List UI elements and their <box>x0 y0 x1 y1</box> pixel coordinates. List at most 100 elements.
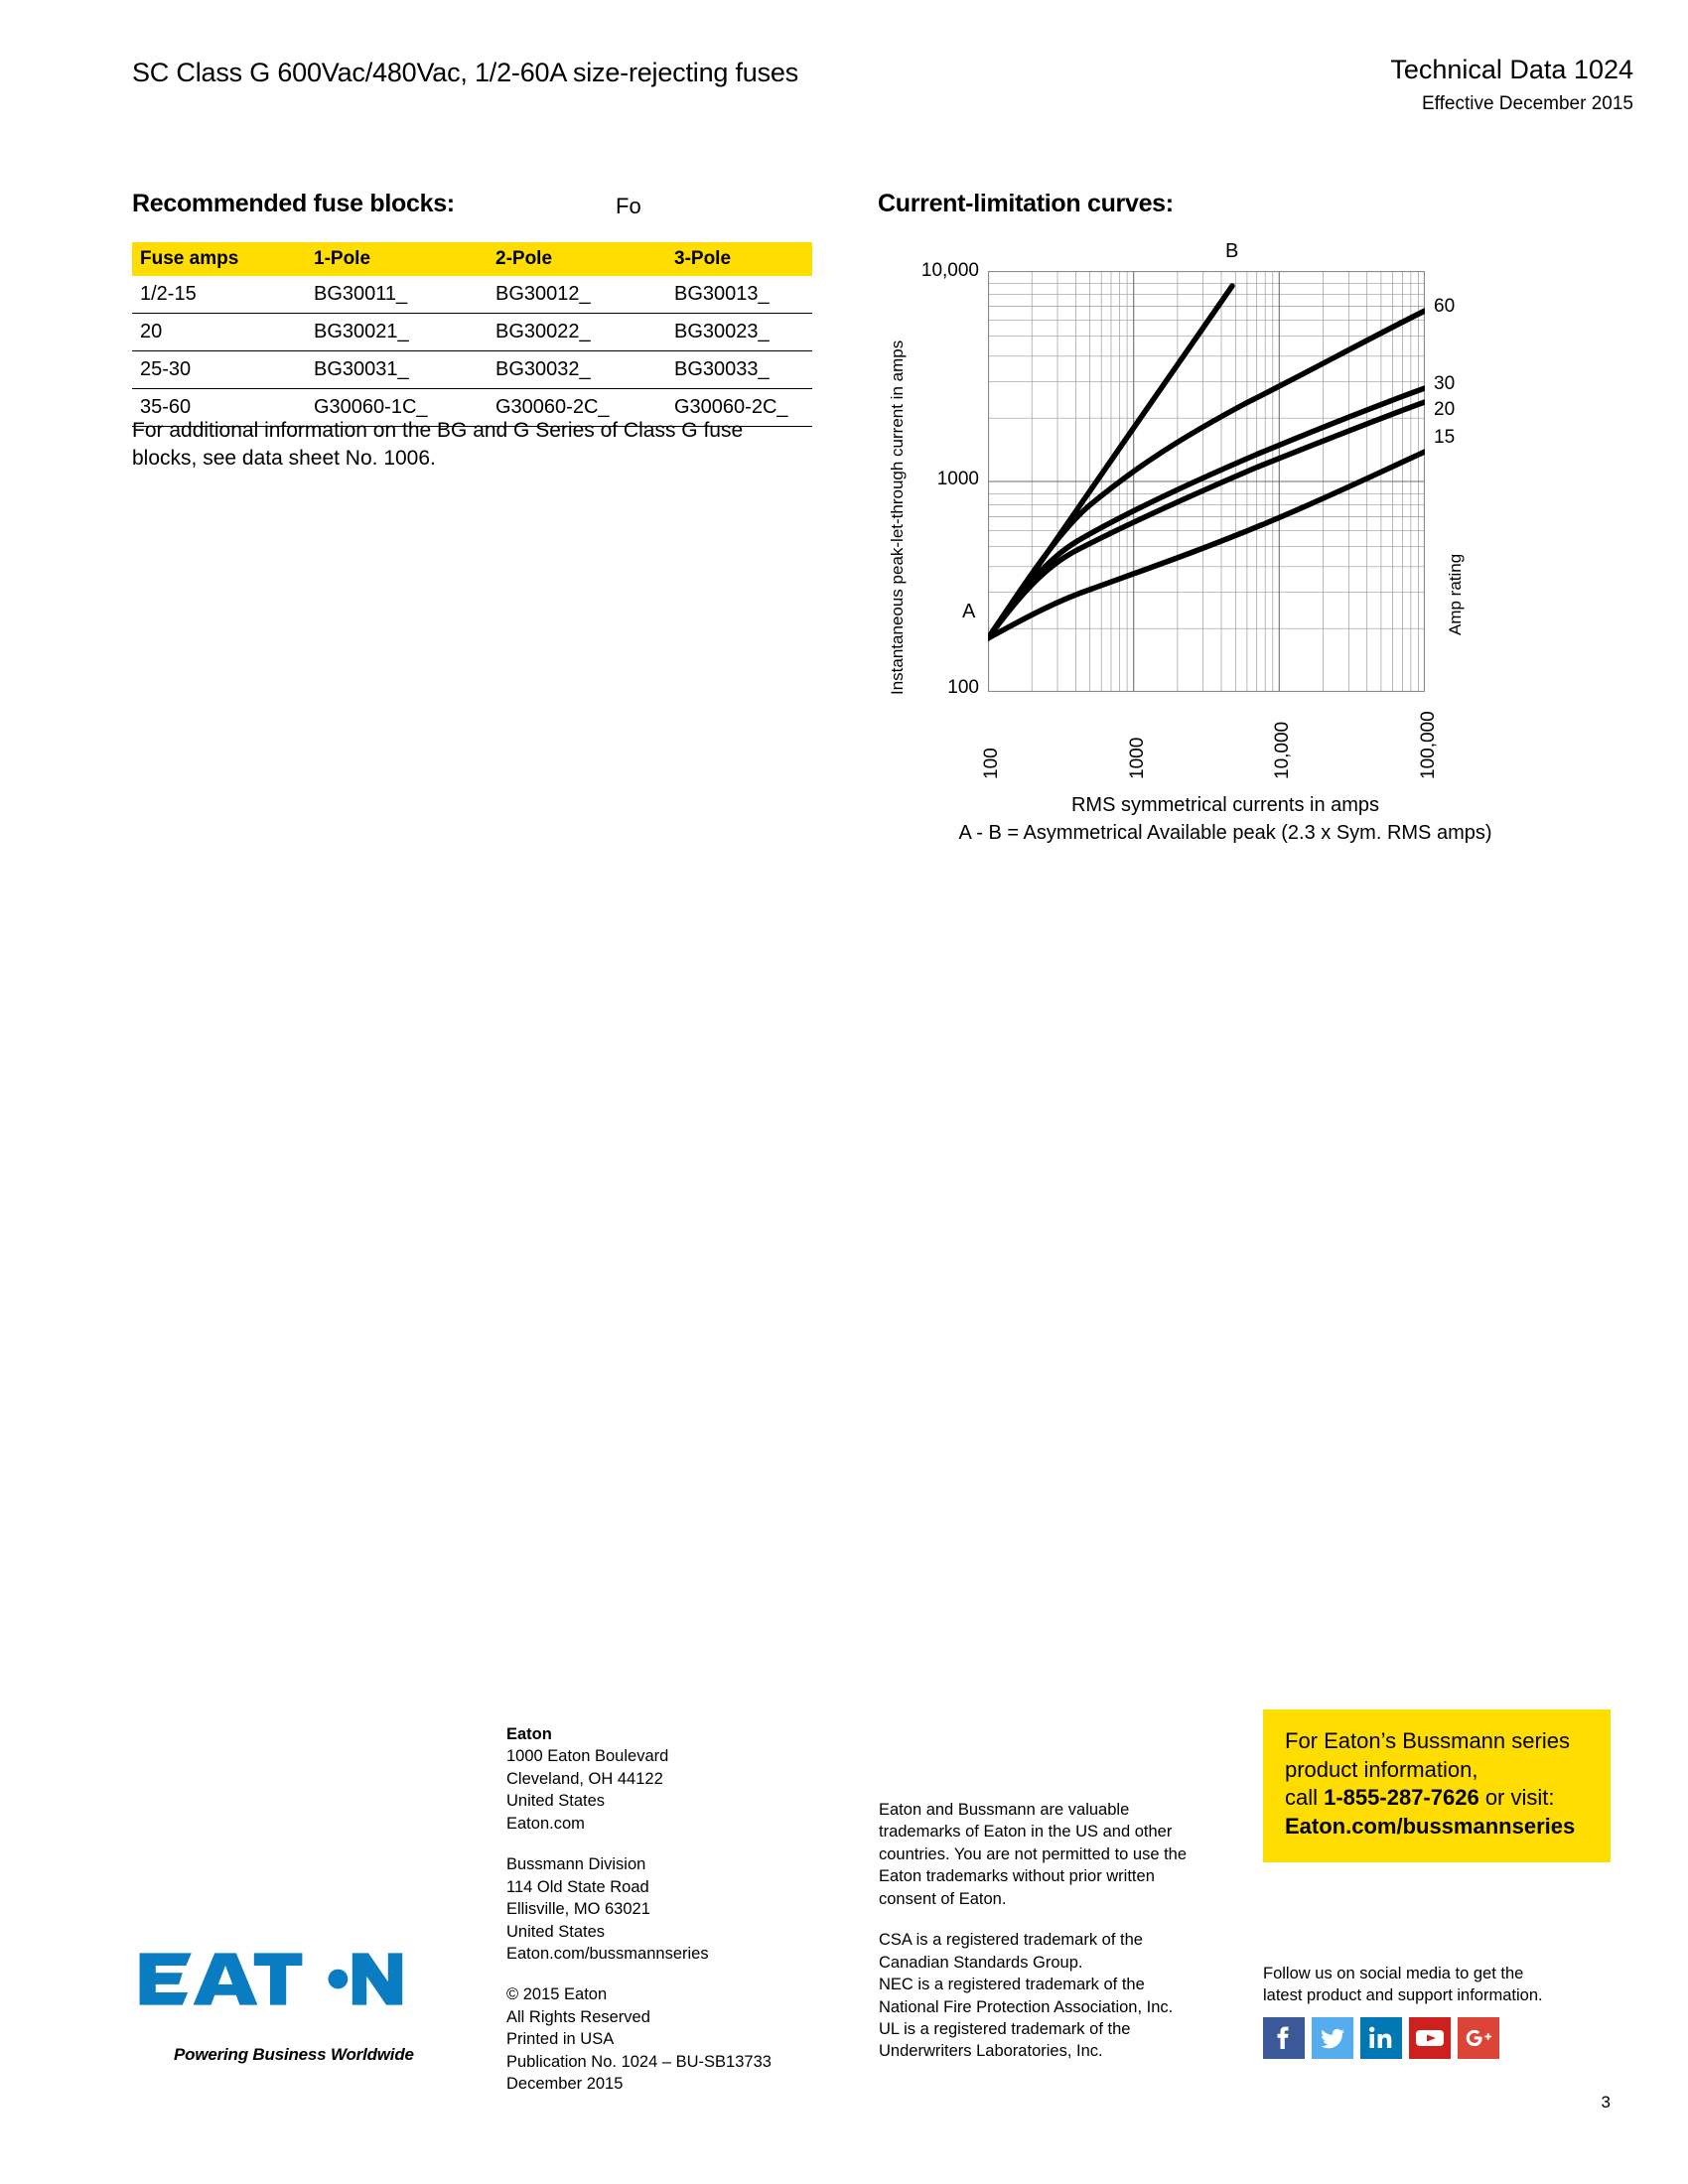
copyright-line: © 2015 Eaton <box>506 1985 608 2004</box>
trademark-line: Canadian Standards Group. <box>879 1953 1083 1972</box>
address-company: Eaton <box>506 1725 552 1743</box>
recommended-fuse-blocks-table: Fuse amps 1-Pole 2-Pole 3-Pole 1/2-15 BG… <box>132 242 812 427</box>
cell-1-pole: BG30011_ <box>306 276 488 314</box>
cell-fuse-amps: 20 <box>132 313 306 351</box>
page-number: 3 <box>1601 2093 1611 2112</box>
amp-rating-label-60: 60 <box>1434 296 1456 317</box>
eaton-logo <box>136 1948 404 2015</box>
cell-fuse-amps: 25-30 <box>132 350 306 389</box>
x-tick-10000: 10,000 <box>1272 721 1293 779</box>
promo-phone-number[interactable]: 1-855-287-7626 <box>1324 1785 1479 1811</box>
address-website[interactable]: Eaton.com/bussmannseries <box>506 1944 709 1963</box>
trademark-line: National Fire Protection Association, In… <box>879 1997 1174 2016</box>
fo-note: Fo <box>616 194 641 218</box>
curve-amp-60 <box>988 308 1425 641</box>
table-row: 20 BG30021_ BG30022_ BG30023_ <box>132 313 812 351</box>
cell-2-pole: BG30022_ <box>488 313 666 351</box>
table-row: 1/2-15 BG30011_ BG30012_ BG30013_ <box>132 276 812 314</box>
promo-box: For Eaton’s Bussmann series product info… <box>1263 1709 1611 1863</box>
column-header-1-pole: 1-Pole <box>306 242 488 276</box>
chart-caption-x-axis: RMS symmetrical currents in amps <box>1070 794 1380 816</box>
curve-amp-30 <box>988 385 1425 641</box>
publication-line: Publication No. 1024 – BU-SB13733 <box>506 2052 772 2071</box>
social-text-line-2: latest product and support information. <box>1263 1986 1543 2005</box>
column-header-fuse-amps: Fuse amps <box>132 242 306 276</box>
cell-3-pole: BG30013_ <box>666 276 812 314</box>
chart-point-label-A: A <box>962 601 976 622</box>
promo-call-suffix: or visit: <box>1478 1785 1555 1811</box>
section-title-current-limitation: Current-limitation curves: <box>878 190 1174 217</box>
amp-rating-label-30: 30 <box>1434 373 1456 394</box>
curve-amp-20 <box>988 399 1425 641</box>
fuse-blocks-note: For additional information on the BG and… <box>132 419 744 470</box>
table-row: 35-60 G30060-1C_ G30060-2C_ G30060-2C_ <box>132 388 812 427</box>
address-line: Cleveland, OH 44122 <box>506 1769 663 1788</box>
current-limitation-chart: Instantaneous peak-let-through current i… <box>878 240 1573 844</box>
trademark-line: Underwriters Laboratories, Inc. <box>879 2042 1103 2061</box>
cell-2-pole: BG30012_ <box>488 276 666 314</box>
cell-3-pole: G30060-2C_ <box>666 388 812 427</box>
cell-fuse-amps: 1/2-15 <box>132 276 306 314</box>
publication-date: December 2015 <box>506 2075 624 2094</box>
cell-3-pole: BG30023_ <box>666 313 812 351</box>
eaton-logo-mark <box>139 1953 403 2005</box>
promo-url[interactable]: Eaton.com/bussmannseries <box>1285 1813 1576 1839</box>
column-header-3-pole: 3-Pole <box>666 242 812 276</box>
promo-line-3: call 1-855-287-7626 or visit: <box>1285 1784 1589 1813</box>
page-header-left-title: SC Class G 600Vac/480Vac, 1/2-60A size-r… <box>132 58 799 87</box>
eaton-tagline: Powering Business Worldwide <box>174 2045 414 2064</box>
effective-date: Effective December 2015 <box>1422 93 1633 114</box>
googleplus-icon[interactable] <box>1458 2017 1499 2059</box>
y-tick-100: 100 <box>947 677 979 698</box>
address-line: Bussmann Division <box>506 1855 646 1874</box>
page-header-right: Technical Data 1024 Effective December 2… <box>1390 55 1633 115</box>
chart-point-label-B: B <box>1225 240 1239 262</box>
registered-trademarks-list: CSA is a registered trademark of the Can… <box>879 1929 1201 2063</box>
printed-line: Printed in USA <box>506 2030 615 2049</box>
linkedin-icon[interactable] <box>1360 2017 1402 2059</box>
eaton-address-block: Eaton 1000 Eaton Boulevard Cleveland, OH… <box>506 1723 772 2115</box>
x-tick-100000: 100,000 <box>1418 711 1439 779</box>
grid-major <box>988 271 1425 692</box>
promo-line-2: product information, <box>1285 1756 1478 1782</box>
grid-horizontal-minor <box>988 283 1425 629</box>
twitter-icon[interactable] <box>1312 2017 1353 2059</box>
trademark-line: NEC is a registered trademark of the <box>879 1976 1145 1994</box>
address-line: 1000 Eaton Boulevard <box>506 1747 669 1766</box>
x-tick-1000: 1000 <box>1127 737 1148 779</box>
cell-3-pole: BG30033_ <box>666 350 812 389</box>
table-header-row: Fuse amps 1-Pole 2-Pole 3-Pole <box>132 242 812 276</box>
social-media-prompt: Follow us on social media to get the lat… <box>1263 1963 1611 2007</box>
trademark-line: UL is a registered trademark of the <box>879 2019 1131 2038</box>
amp-rating-axis-title: Amp rating <box>1446 553 1465 635</box>
table-row: 25-30 BG30031_ BG30032_ BG30033_ <box>132 350 812 389</box>
chart-caption-asymmetrical: A - B = Asymmetrical Available peak (2.3… <box>958 822 1492 844</box>
document-title: Technical Data 1024 <box>1390 55 1633 84</box>
amp-rating-label-20: 20 <box>1434 399 1456 420</box>
promo-call-prefix: call <box>1285 1785 1325 1811</box>
address-line: United States <box>506 1922 606 1941</box>
social-text-line-1: Follow us on social media to get the <box>1263 1965 1524 1982</box>
address-website[interactable]: Eaton.com <box>506 1814 585 1833</box>
amp-rating-label-15: 15 <box>1434 427 1456 448</box>
cell-1-pole: G30060-1C_ <box>306 388 488 427</box>
address-line: Ellisville, MO 63021 <box>506 1900 650 1919</box>
trademark-notice: Eaton and Bussmann are valuable trademar… <box>879 1799 1201 2082</box>
address-line: 114 Old State Road <box>506 1877 649 1896</box>
rights-line: All Rights Reserved <box>506 2007 650 2026</box>
cell-1-pole: BG30021_ <box>306 313 488 351</box>
section-title-fuse-blocks: Recommended fuse blocks: <box>132 190 455 217</box>
cell-2-pole: BG30032_ <box>488 350 666 389</box>
cell-2-pole: G30060-2C_ <box>488 388 666 427</box>
youtube-icon[interactable] <box>1409 2017 1451 2059</box>
cell-fuse-amps: 35-60 <box>132 388 306 427</box>
social-media-icons <box>1263 2017 1499 2059</box>
column-header-2-pole: 2-Pole <box>488 242 666 276</box>
facebook-icon[interactable] <box>1263 2017 1305 2059</box>
curve-amp-15 <box>988 449 1425 641</box>
trademark-line: CSA is a registered trademark of the <box>879 1931 1143 1950</box>
x-tick-100: 100 <box>981 748 1002 779</box>
address-line: United States <box>506 1792 606 1811</box>
chart-plot-area <box>988 271 1425 692</box>
